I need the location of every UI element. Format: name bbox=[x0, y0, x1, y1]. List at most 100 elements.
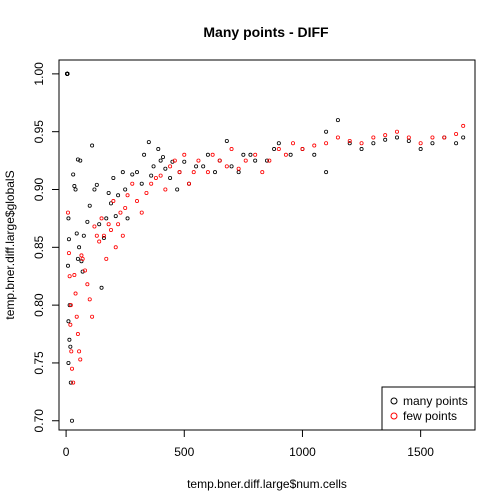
point-many-points bbox=[288, 152, 293, 157]
point-few-points bbox=[118, 210, 123, 215]
point-many-points bbox=[77, 245, 82, 250]
point-few-points bbox=[371, 135, 376, 140]
point-few-points bbox=[454, 131, 459, 136]
point-many-points bbox=[134, 170, 139, 175]
point-many-points bbox=[160, 155, 165, 160]
point-many-points bbox=[248, 152, 253, 157]
point-many-points bbox=[163, 166, 168, 171]
point-many-points bbox=[72, 184, 77, 189]
point-few-points bbox=[394, 129, 399, 134]
point-many-points bbox=[168, 175, 173, 180]
point-few-points bbox=[186, 181, 191, 186]
point-few-points bbox=[92, 224, 97, 229]
point-many-points bbox=[461, 135, 466, 140]
point-many-points bbox=[224, 138, 229, 143]
point-many-points bbox=[156, 147, 161, 152]
point-few-points bbox=[69, 349, 74, 354]
point-many-points bbox=[253, 158, 258, 163]
point-few-points bbox=[65, 210, 70, 215]
point-many-points bbox=[65, 263, 70, 268]
point-many-points bbox=[68, 344, 73, 349]
point-many-points bbox=[123, 187, 128, 192]
point-few-points bbox=[172, 158, 177, 163]
point-many-points bbox=[120, 170, 125, 175]
point-many-points bbox=[383, 137, 388, 142]
point-many-points bbox=[194, 164, 199, 169]
point-many-points bbox=[276, 141, 281, 146]
point-few-points bbox=[134, 199, 139, 204]
point-many-points bbox=[78, 158, 83, 163]
point-few-points bbox=[73, 291, 78, 296]
point-few-points bbox=[104, 256, 109, 261]
point-few-points bbox=[74, 314, 79, 319]
point-few-points bbox=[243, 158, 248, 163]
point-many-points bbox=[125, 216, 130, 221]
point-few-points bbox=[79, 253, 84, 258]
point-many-points bbox=[241, 152, 246, 157]
point-many-points bbox=[66, 319, 71, 324]
point-few-points bbox=[153, 175, 158, 180]
point-few-points bbox=[236, 166, 241, 171]
point-many-points bbox=[430, 141, 435, 146]
point-few-points bbox=[67, 274, 72, 279]
point-few-points bbox=[300, 147, 305, 152]
point-few-points bbox=[253, 152, 258, 157]
point-few-points bbox=[113, 245, 118, 250]
point-few-points bbox=[83, 268, 88, 273]
point-few-points bbox=[149, 181, 154, 186]
point-many-points bbox=[139, 181, 144, 186]
point-many-points bbox=[335, 118, 340, 123]
point-few-points bbox=[158, 173, 163, 178]
point-few-points bbox=[109, 227, 114, 232]
point-many-points bbox=[106, 190, 111, 195]
point-few-points bbox=[70, 366, 75, 371]
point-many-points bbox=[149, 173, 154, 178]
point-many-points bbox=[229, 164, 234, 169]
point-many-points bbox=[90, 143, 95, 148]
data-points bbox=[65, 71, 466, 423]
legend-marker-many-points bbox=[390, 397, 398, 405]
point-few-points bbox=[66, 251, 71, 256]
point-many-points bbox=[87, 203, 92, 208]
point-few-points bbox=[123, 205, 128, 210]
point-many-points bbox=[81, 233, 86, 238]
point-few-points bbox=[68, 322, 73, 327]
point-few-points bbox=[87, 297, 92, 302]
x-tick-label: 500 bbox=[174, 445, 194, 459]
point-many-points bbox=[66, 360, 71, 365]
point-many-points bbox=[142, 152, 147, 157]
point-few-points bbox=[229, 147, 234, 152]
point-many-points bbox=[264, 158, 269, 163]
point-few-points bbox=[276, 147, 281, 152]
point-few-points bbox=[120, 233, 125, 238]
point-few-points bbox=[78, 357, 83, 362]
point-many-points bbox=[111, 175, 116, 180]
point-few-points bbox=[130, 181, 135, 186]
point-few-points bbox=[383, 133, 388, 138]
point-few-points bbox=[406, 135, 411, 140]
point-many-points bbox=[68, 380, 73, 385]
x-tick-label: 0 bbox=[63, 445, 70, 459]
point-few-points bbox=[442, 135, 447, 140]
point-few-points bbox=[90, 314, 95, 319]
point-many-points bbox=[394, 135, 399, 140]
point-few-points bbox=[68, 303, 73, 308]
y-tick-label: 0.85 bbox=[32, 235, 46, 259]
point-few-points bbox=[418, 141, 423, 146]
point-many-points bbox=[70, 418, 75, 423]
y-axis-title: temp.bner.diff.large$globalS bbox=[3, 170, 17, 319]
legend-label-many-points: many points bbox=[403, 394, 468, 408]
point-few-points bbox=[196, 158, 201, 163]
y-tick-label: 0.80 bbox=[32, 293, 46, 317]
point-few-points bbox=[75, 332, 80, 337]
point-few-points bbox=[71, 380, 76, 385]
point-many-points bbox=[130, 172, 135, 177]
point-many-points bbox=[359, 147, 364, 152]
point-many-points bbox=[101, 236, 106, 241]
legend-marker-few-points bbox=[390, 412, 398, 420]
point-many-points bbox=[371, 141, 376, 146]
point-many-points bbox=[151, 164, 156, 169]
point-few-points bbox=[461, 123, 466, 128]
point-many-points bbox=[74, 231, 79, 236]
